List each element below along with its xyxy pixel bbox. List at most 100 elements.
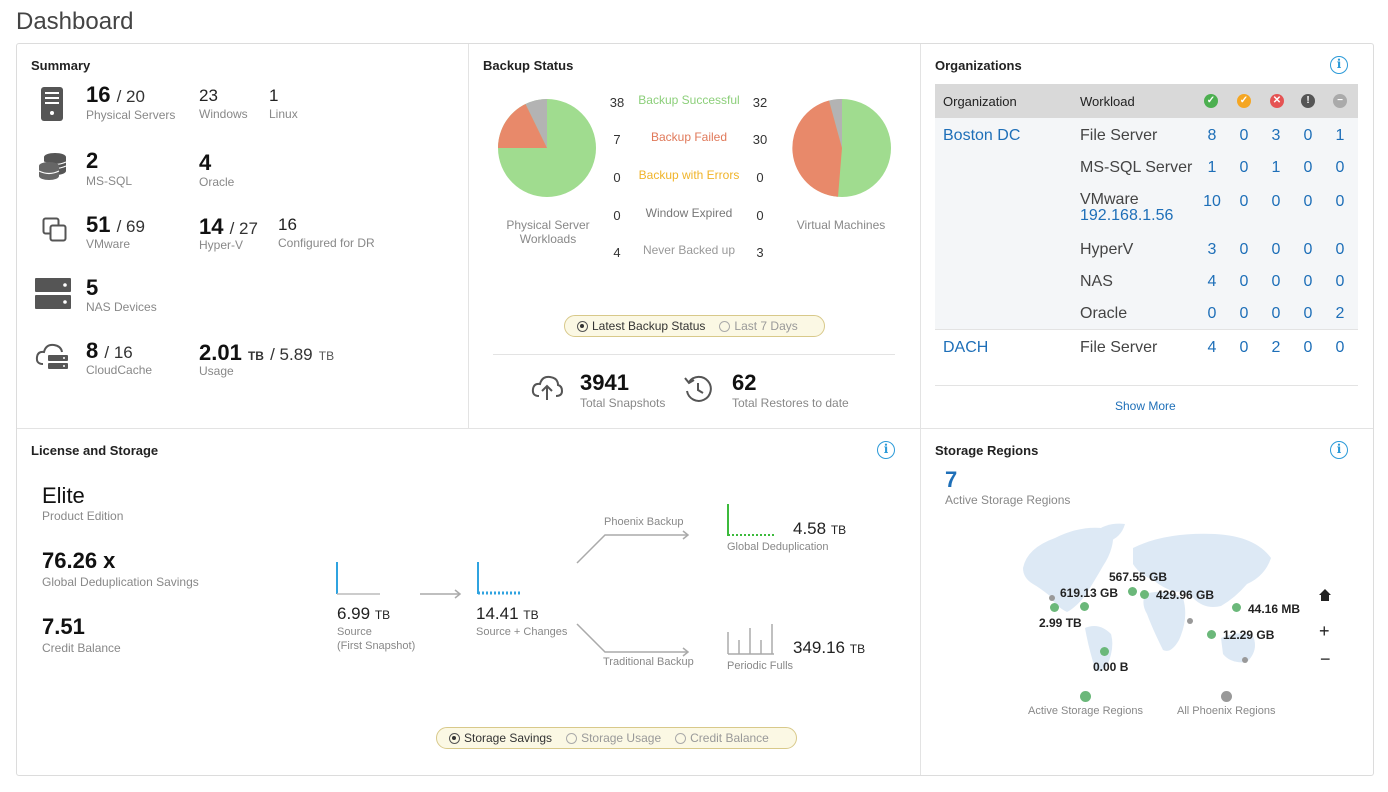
active-region-marker[interactable] bbox=[1050, 603, 1059, 612]
storage-usage-radio[interactable]: Storage Usage bbox=[566, 731, 661, 745]
workload-status-count[interactable]: 4 bbox=[1207, 339, 1217, 356]
success-status-icon[interactable]: ✓ bbox=[1204, 94, 1218, 108]
vm-pie-label: Virtual Machines bbox=[796, 218, 886, 232]
license-storage-toggle: Storage Savings Storage Usage Credit Bal… bbox=[436, 727, 797, 749]
organization-link[interactable]: DACH bbox=[943, 339, 989, 356]
workload-status-count[interactable]: 0 bbox=[1303, 159, 1313, 176]
active-regions-label: Active Storage Regions bbox=[945, 493, 1071, 507]
source-changes-label: Source + Changes bbox=[476, 626, 568, 638]
workload-status-count[interactable]: 0 bbox=[1271, 193, 1281, 210]
active-region-marker[interactable] bbox=[1232, 603, 1241, 612]
boston-dc-group bbox=[935, 118, 1358, 329]
zoom-in-icon[interactable]: + bbox=[1319, 621, 1330, 641]
workload-status-count[interactable]: 0 bbox=[1335, 193, 1345, 210]
workload-status-count[interactable]: 4 bbox=[1207, 273, 1217, 290]
workload-status-count[interactable]: 0 bbox=[1335, 159, 1345, 176]
info-icon[interactable]: i bbox=[1330, 441, 1348, 459]
warning-status-icon[interactable]: ✓ bbox=[1237, 94, 1251, 108]
zoom-out-icon[interactable]: − bbox=[1320, 649, 1331, 669]
workload-status-count[interactable]: 0 bbox=[1303, 305, 1313, 322]
workload-name: HyperV bbox=[1080, 241, 1134, 258]
global-dedup-label: Global Deduplication bbox=[727, 541, 829, 553]
workload-status-count[interactable]: 0 bbox=[1207, 305, 1217, 322]
workload-status-count[interactable]: 3 bbox=[1207, 241, 1217, 258]
status-label: Backup Successful bbox=[638, 93, 740, 107]
hyperv-label: Hyper-V bbox=[199, 238, 244, 252]
alert-status-icon[interactable]: ! bbox=[1301, 94, 1315, 108]
workload-status-count[interactable]: 8 bbox=[1207, 127, 1217, 144]
error-status-icon[interactable]: ✕ bbox=[1270, 94, 1284, 108]
region-label: 567.55 GB bbox=[1109, 570, 1168, 584]
server-icon bbox=[41, 87, 63, 121]
workload-status-count[interactable]: 2 bbox=[1271, 339, 1281, 356]
active-region-marker[interactable] bbox=[1128, 587, 1137, 596]
workload-status-count[interactable]: 0 bbox=[1239, 241, 1249, 258]
info-icon[interactable]: i bbox=[1330, 56, 1348, 74]
active-region-marker[interactable] bbox=[1140, 590, 1149, 599]
linux-count: 1 bbox=[269, 86, 279, 105]
info-icon[interactable]: i bbox=[877, 441, 895, 459]
home-icon[interactable] bbox=[1318, 588, 1332, 602]
oracle-count: 4 bbox=[199, 150, 212, 175]
show-more-link[interactable]: Show More bbox=[1115, 399, 1176, 413]
organization-column-header[interactable]: Organization bbox=[943, 94, 1017, 109]
workload-status-count[interactable]: 0 bbox=[1303, 339, 1313, 356]
workload-status-count[interactable]: 0 bbox=[1239, 305, 1249, 322]
workload-status-count[interactable]: 0 bbox=[1271, 305, 1281, 322]
storage-savings-radio[interactable]: Storage Savings bbox=[449, 731, 552, 745]
workload-host-link[interactable]: 192.168.1.56 bbox=[1080, 207, 1174, 224]
cloudcache-usage: 2.01 TB / 5.89 TB bbox=[199, 340, 335, 365]
disabled-status-icon[interactable]: − bbox=[1333, 94, 1347, 108]
arrow-right bbox=[420, 589, 462, 599]
workload-column-header[interactable]: Workload bbox=[1080, 94, 1135, 109]
divider bbox=[493, 354, 895, 355]
active-region-marker[interactable] bbox=[1207, 630, 1216, 639]
workload-status-count[interactable]: 0 bbox=[1239, 159, 1249, 176]
workload-status-count[interactable]: 0 bbox=[1335, 241, 1345, 258]
workload-status-count[interactable]: 0 bbox=[1239, 193, 1249, 210]
physical-status-count: 0 bbox=[613, 208, 621, 223]
workload-status-count[interactable]: 0 bbox=[1335, 273, 1345, 290]
source-changes-value: 14.41 TB bbox=[476, 604, 539, 623]
workload-status-count[interactable]: 0 bbox=[1303, 241, 1313, 258]
workload-name: MS-SQL Server bbox=[1080, 159, 1193, 176]
workload-status-count[interactable]: 0 bbox=[1239, 273, 1249, 290]
workload-status-count[interactable]: 1 bbox=[1207, 159, 1217, 176]
workload-status-count[interactable]: 0 bbox=[1271, 241, 1281, 258]
active-region-marker[interactable] bbox=[1100, 647, 1109, 656]
phoenix-region-marker[interactable] bbox=[1049, 595, 1055, 601]
workload-status-count[interactable]: 0 bbox=[1335, 339, 1345, 356]
cloudcache-label: CloudCache bbox=[86, 363, 153, 377]
restore-history-icon bbox=[684, 375, 712, 402]
workload-status-count[interactable]: 0 bbox=[1303, 193, 1313, 210]
status-label: Never Backed up bbox=[642, 243, 736, 257]
license-storage-title: License and Storage bbox=[31, 443, 159, 458]
traditional-backup-label: Traditional Backup bbox=[603, 656, 694, 668]
windows-count: 23 bbox=[199, 86, 218, 105]
physical-servers-label: Physical Servers bbox=[86, 108, 176, 122]
credit-balance-radio[interactable]: Credit Balance bbox=[675, 731, 769, 745]
world-map[interactable] bbox=[1015, 518, 1280, 678]
region-label: 2.99 TB bbox=[1039, 616, 1082, 630]
organization-link[interactable]: Boston DC bbox=[943, 127, 1021, 144]
usage-label: Usage bbox=[199, 364, 234, 378]
workload-status-count[interactable]: 0 bbox=[1239, 127, 1249, 144]
workload-status-count[interactable]: 3 bbox=[1271, 127, 1281, 144]
workload-status-count[interactable]: 0 bbox=[1239, 339, 1249, 356]
workload-name: VMware bbox=[1080, 191, 1139, 208]
active-region-marker[interactable] bbox=[1080, 602, 1089, 611]
workload-status-count[interactable]: 0 bbox=[1271, 273, 1281, 290]
last-7-days-radio[interactable]: Last 7 Days bbox=[719, 319, 798, 333]
workload-status-count[interactable]: 0 bbox=[1303, 127, 1313, 144]
total-restores-label: Total Restores to date bbox=[732, 396, 849, 410]
workload-status-count[interactable]: 1 bbox=[1271, 159, 1281, 176]
phoenix-region-marker[interactable] bbox=[1187, 618, 1193, 624]
latest-backup-status-radio[interactable]: Latest Backup Status bbox=[577, 319, 705, 333]
workload-status-count[interactable]: 10 bbox=[1203, 193, 1221, 210]
workload-status-count[interactable]: 0 bbox=[1303, 273, 1313, 290]
phoenix-region-marker[interactable] bbox=[1242, 657, 1248, 663]
workload-status-count[interactable]: 2 bbox=[1335, 305, 1345, 322]
phoenix-path bbox=[576, 530, 690, 564]
workload-status-count[interactable]: 1 bbox=[1335, 127, 1345, 144]
hyperv-count: 14 / 27 bbox=[199, 214, 258, 239]
